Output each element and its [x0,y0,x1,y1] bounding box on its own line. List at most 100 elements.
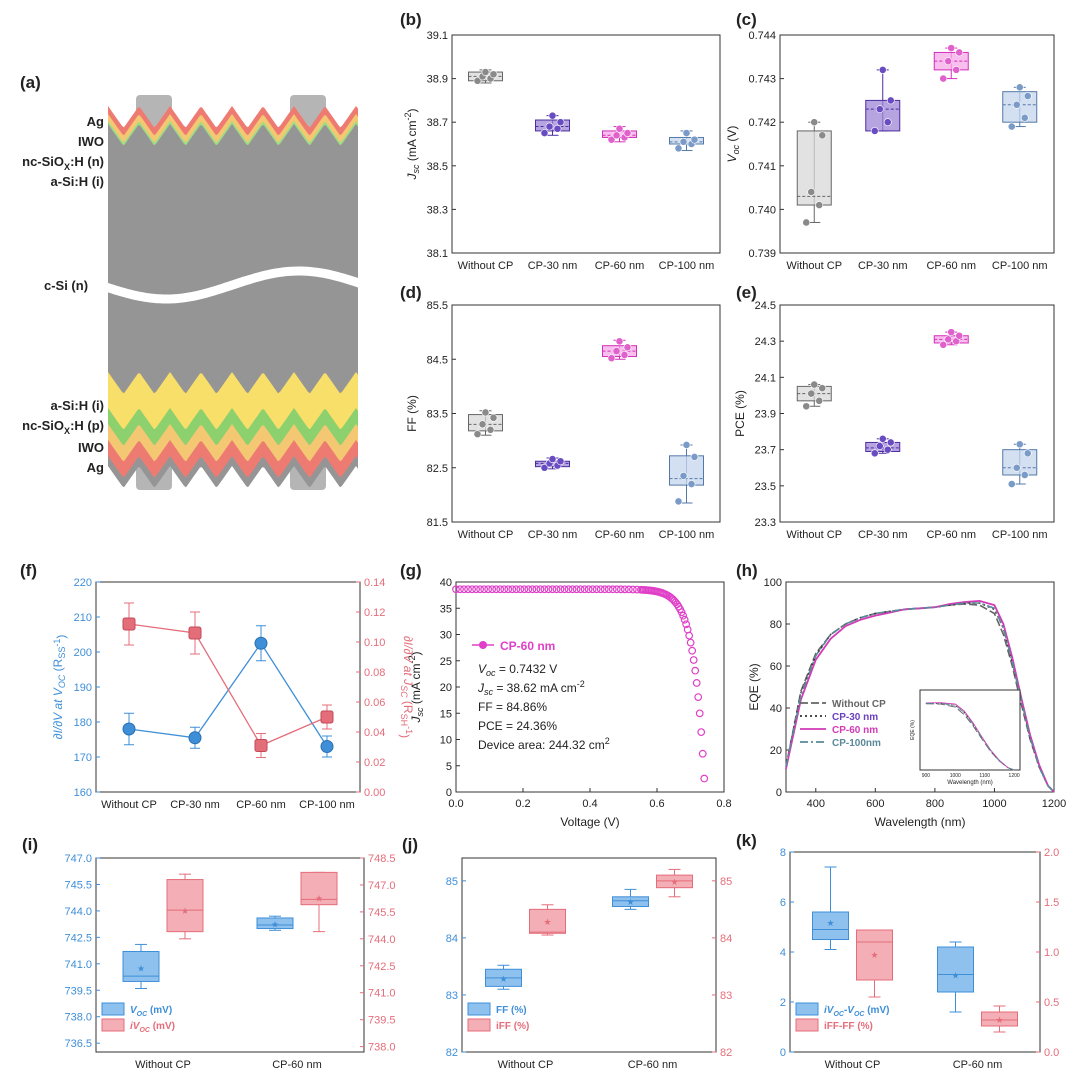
y-tick-label-right: 83 [720,990,732,1002]
jv-point [544,585,553,594]
y-tick-label: 38.1 [427,248,448,260]
jv-point [689,656,698,664]
box-mean-marker: ★ [626,897,634,907]
data-point [607,135,616,144]
y-axis-label: PCE (%) [733,390,747,437]
x-tick-label: CP-60 nm [628,1059,678,1071]
stat-area: Device area: 244.32 cm2 [478,736,610,752]
jv-point [476,585,485,594]
data-point [878,65,887,74]
chart-e: (e) 23.3 23.5 23.7 23.9 24.1 24.3 24.5 Without C… [733,283,1055,541]
y-tick-label-left: 6 [780,897,786,909]
y-tick-label: 40 [770,703,782,715]
y-tick-label: 38.3 [427,204,448,216]
jv-point [604,585,613,594]
data-point [870,449,879,458]
data-point [1015,440,1024,449]
y-tick-label-right: 748.5 [368,853,396,865]
chart-k: (k) 0 2 4 6 8 0.0 0.5 1.0 1.5 2.0 Without CP CP-60 n… [736,831,1059,1071]
data-point [883,445,892,454]
jv-point [572,585,581,594]
data-point [1007,480,1016,488]
x-axis-label: Voltage (V) [560,815,619,829]
jv-point [520,585,529,594]
y-tick-label-right: 0.06 [364,697,385,709]
y-tick-label-right: 2.0 [1044,847,1059,859]
box-Without CP [468,408,503,439]
box-mean-marker: ★ [995,1015,1003,1025]
legend-label: CP-100nm [832,738,881,749]
x-tick-label: CP-60 nm [926,260,976,272]
y-tick-label: 24.3 [755,336,776,348]
y-tick-label: 30 [440,630,452,642]
x-tick-label: CP-100 nm [992,529,1048,541]
data-point [810,380,819,389]
data-point [540,463,549,472]
chart-j: (j) 82 83 84 85 82 83 84 85 Without CP CP-60 nm ★ ★ ★… [402,835,732,1071]
data-point [540,129,549,137]
y-tick-label-right: 745.5 [368,907,396,919]
data-point [682,129,691,137]
x-tick-label: CP-60 nm [272,1059,322,1071]
y-tick-label: 0 [776,787,782,799]
chart-i: (i) 736.5 738.0 739.5 741.0 742.5 744.0 745.5 74… [22,835,396,1071]
x-tick-label: Without CP [101,799,157,811]
data-point [802,218,811,227]
layer-label-ag-bottom: Ag [87,460,104,475]
chart-d: (d) 81.5 82.5 83.5 84.5 85.5 Without CP CP-30 n… [400,283,721,541]
data-point [481,408,490,417]
y-tick-label-left: 741.0 [64,959,92,971]
jv-point [500,585,509,594]
data-point [473,430,482,439]
box-body [1002,449,1038,476]
plot-frame [451,34,721,254]
y-tick-label-right: 0.12 [364,607,385,619]
box-body [656,874,693,889]
box-mean-marker: ★ [670,877,678,887]
box-body [166,879,204,933]
jv-point [612,585,621,594]
y-tick-label-left: 190 [74,682,92,694]
y-axis-label: ∂I/∂V at JSC (RSH-1) [398,636,415,738]
data-point [815,201,824,209]
x-tick-label: Without CP [786,260,842,272]
inset-curve-CP-100nm [925,702,1015,771]
jv-point [516,585,525,594]
data-point-R_SS [188,731,202,745]
layer-label-asi-bottom: a-Si:H (i) [51,398,104,413]
data-point [1012,100,1021,109]
y-tick-label-right: 739.5 [368,1015,396,1027]
y-tick-label-right: 0.04 [364,727,385,739]
data-point [612,347,621,356]
y-tick-label-right: 0.10 [364,637,385,649]
box-body [981,1011,1018,1027]
x-tick-label: CP-60 nm [953,1059,1003,1071]
jv-point [460,585,468,594]
panel-f-label: (f) [20,561,37,580]
x-tick-label: CP-30 nm [528,529,578,541]
y-tick-label: 24.5 [755,300,776,312]
y-tick-label: 83.5 [427,409,448,421]
x-tick-label: CP-60 nm [595,529,645,541]
y-tick-label-left: 738.0 [64,1012,92,1024]
legend-label: iFF-FF (%) [824,1021,873,1032]
data-point [1012,463,1021,472]
y-tick-label: 15 [440,708,452,720]
data-point [489,413,498,422]
y-tick-label: 0.744 [748,30,776,42]
jv-point [552,585,561,594]
data-point [807,389,816,398]
y-tick-label: 60 [770,661,782,673]
data-point [1007,122,1016,131]
y-tick-label: 0.743 [748,74,776,86]
jv-point [456,585,464,594]
jv-point [580,585,589,594]
y-tick-label: 81.5 [427,517,448,529]
y-tick-label-left: 745.5 [64,879,92,891]
y-tick-label-right: 0.08 [364,667,385,679]
layer-label-nc-sio-n-sub: X [64,162,70,172]
inset-x-tick: 900 [922,773,931,779]
series-line-R_SS [128,642,328,747]
y-tick-label: 0.741 [748,161,776,173]
